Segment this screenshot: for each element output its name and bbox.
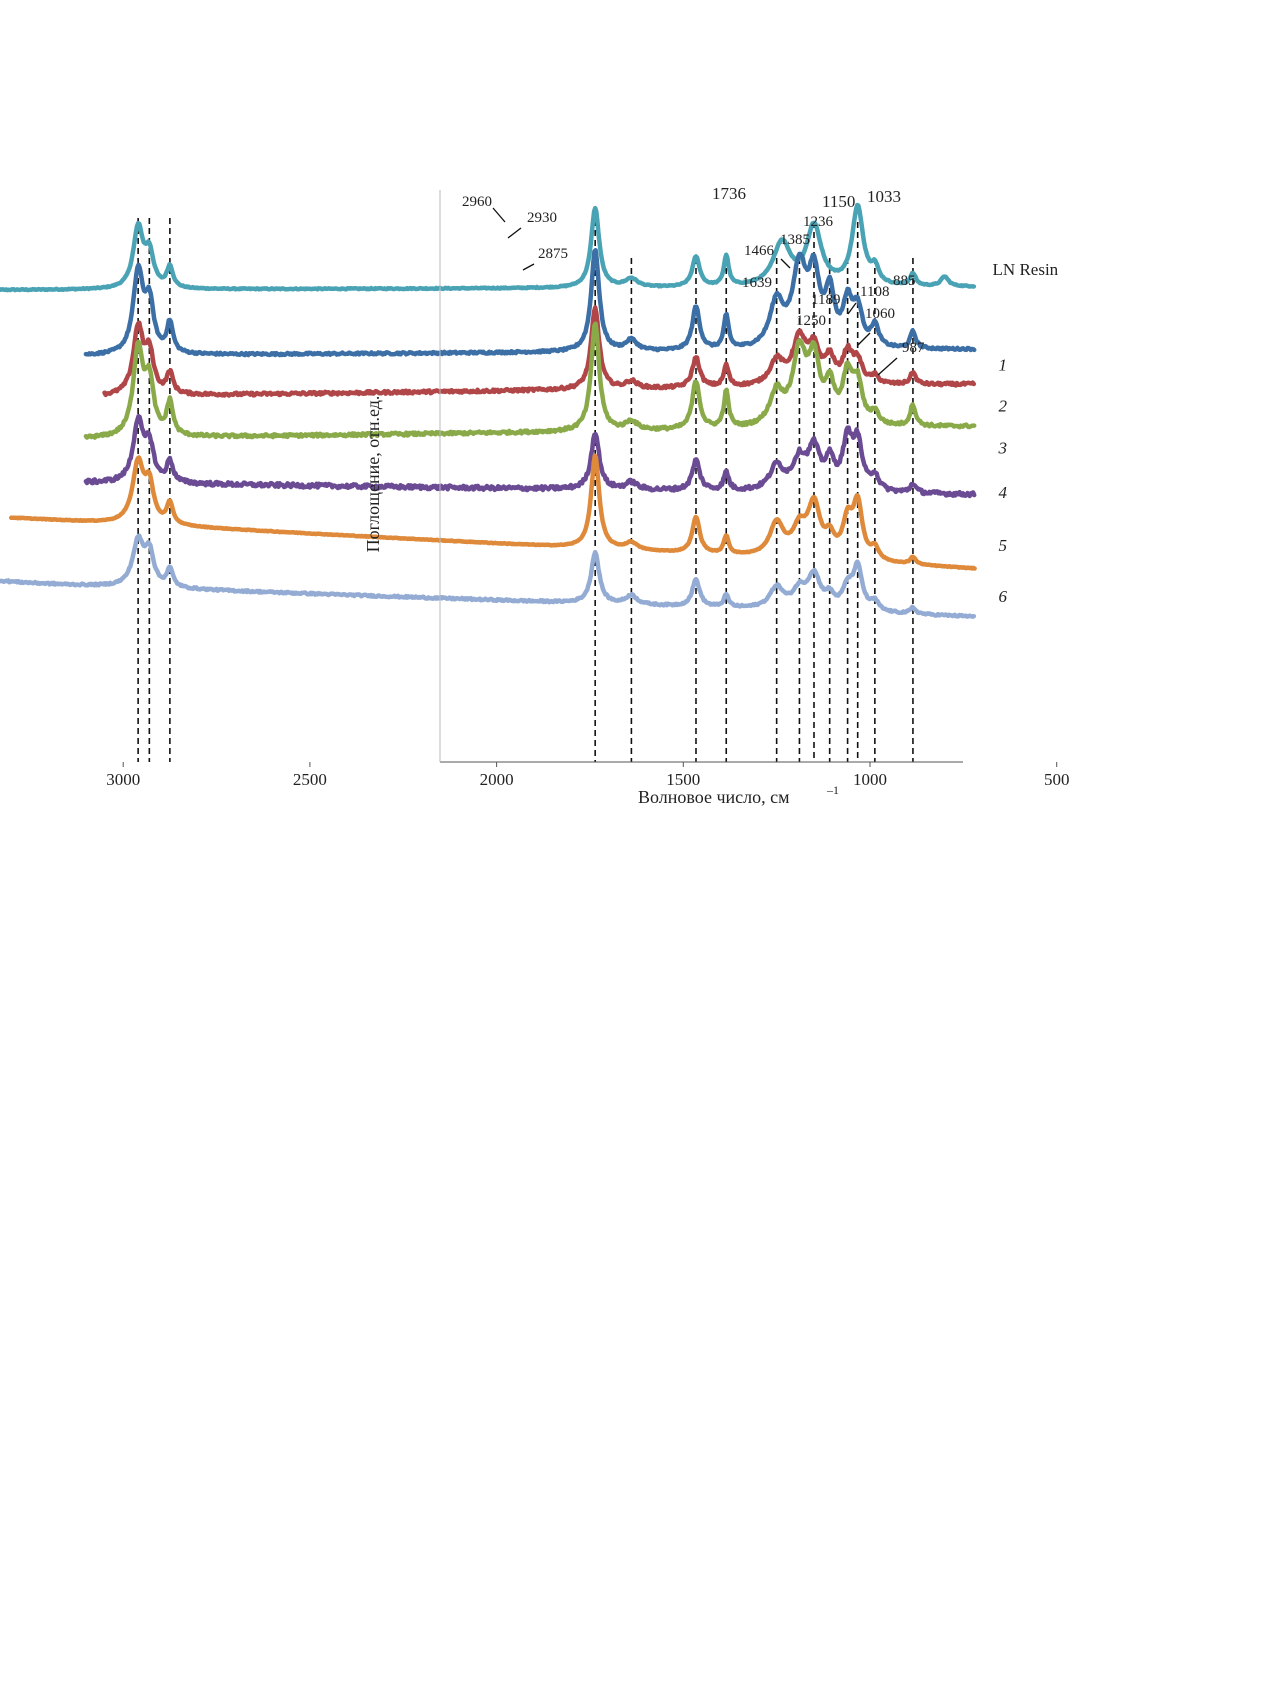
series-label: 1 xyxy=(999,356,1008,375)
annotation-leader xyxy=(507,227,522,239)
series-line-6 xyxy=(0,533,977,619)
annotation-leader xyxy=(492,207,506,223)
reference-lines-group xyxy=(137,210,914,762)
series-label: 6 xyxy=(999,587,1008,606)
peak-label-885: 885 xyxy=(893,273,916,289)
labels-group: LN Resin 1 2 3 4 5 6 2960 2930 2875 1736 1639 1466 13… xyxy=(462,184,1059,606)
peak-label-1639: 1639 xyxy=(742,275,772,291)
annotation-leader xyxy=(522,263,535,271)
peak-label-2960: 2960 xyxy=(462,194,492,210)
x-tick-label: 2000 xyxy=(480,770,514,789)
x-tick-label: 1000 xyxy=(853,770,887,789)
series-line-1 xyxy=(83,247,977,358)
x-tick-label: 500 xyxy=(1044,770,1070,789)
x-tick-label: 2500 xyxy=(293,770,327,789)
series-label: 2 xyxy=(999,396,1008,415)
series-line-ln-resin xyxy=(0,202,977,293)
series-line-5 xyxy=(8,453,977,571)
annotation-leader xyxy=(780,258,791,269)
peak-label-2930: 2930 xyxy=(527,210,557,226)
x-tick-label: 3000 xyxy=(106,770,140,789)
peak-label-1108: 1108 xyxy=(860,284,889,300)
x-axis-title-superscript: –1 xyxy=(826,783,839,797)
x-tick-label: 1500 xyxy=(666,770,700,789)
peak-label-987: 987 xyxy=(902,340,925,356)
peak-label-1060: 1060 xyxy=(865,306,895,322)
annotation-leader xyxy=(857,332,871,346)
peak-label-2875: 2875 xyxy=(538,246,568,262)
peak-label-1466: 1466 xyxy=(744,243,775,259)
series-line-4 xyxy=(83,413,977,499)
peak-label-1236: 1236 xyxy=(803,214,834,230)
series-line-3 xyxy=(83,321,977,440)
annotation-leader xyxy=(847,302,857,315)
series-label: 3 xyxy=(998,439,1008,458)
x-axis-group: 3000 2500 2000 1500 1000 500 xyxy=(106,190,1069,789)
series-label: LN Resin xyxy=(993,260,1059,279)
peak-label-1033: 1033 xyxy=(867,187,901,206)
peak-label-1150: 1150 xyxy=(822,192,855,211)
series-group xyxy=(0,202,977,619)
peak-label-1736: 1736 xyxy=(712,184,746,203)
y-axis-title: Поглощение, отн.ед. xyxy=(363,396,383,553)
peak-label-1385: 1385 xyxy=(780,232,810,248)
peak-label-1250: 1250 xyxy=(796,313,826,329)
annotation-leader xyxy=(877,357,898,376)
peak-label-1189: 1189 xyxy=(811,292,840,308)
series-label: 5 xyxy=(999,536,1008,555)
series-label: 4 xyxy=(999,483,1008,502)
series-line-2 xyxy=(102,305,977,398)
x-axis-title: Волновое число, см xyxy=(638,787,790,807)
